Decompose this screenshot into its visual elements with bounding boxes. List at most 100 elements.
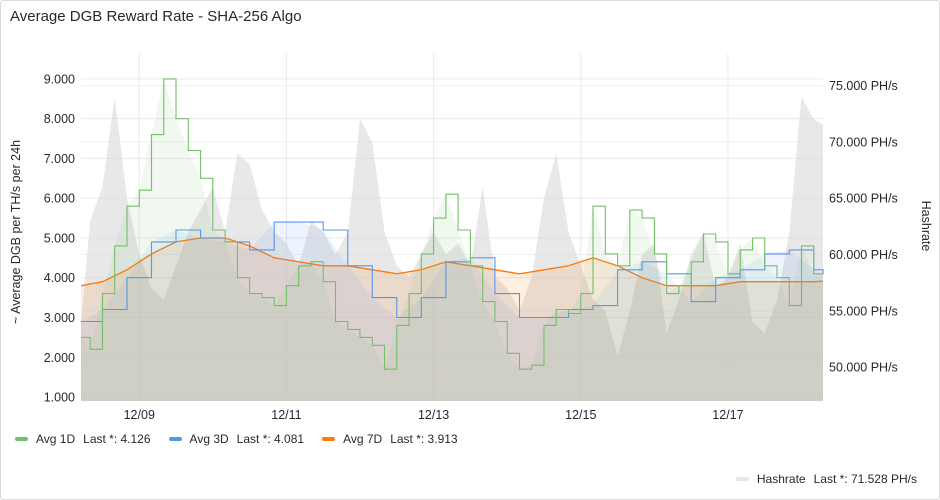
series-avg-1d-area — [81, 78, 823, 402]
point-avg-7d-23 — [641, 276, 644, 279]
point-hashrate-58 — [788, 231, 791, 234]
point-avg-1d-20 — [322, 280, 325, 283]
point-avg-7d-24 — [665, 284, 668, 287]
point-avg-1d-54 — [739, 248, 742, 251]
y2-tick-label-0: 50.000 PH/s — [829, 361, 898, 375]
point-avg-1d-0 — [80, 336, 83, 339]
point-hashrate-51 — [702, 231, 705, 234]
x-tick-label-3: 12/15 — [565, 408, 596, 422]
point-hashrate-59 — [800, 95, 803, 98]
point-avg-7d-19 — [543, 268, 546, 271]
point-avg-3d-3 — [150, 240, 153, 243]
point-hashrate-48 — [665, 332, 668, 335]
legend-item-avg-3d[interactable]: Avg 3D Last *: 4.081 — [168, 432, 304, 446]
point-avg-1d-8 — [175, 117, 178, 120]
point-avg-1d-33 — [481, 300, 484, 303]
point-hashrate-29 — [432, 231, 435, 234]
point-avg-1d-43 — [604, 252, 607, 255]
point-hashrate-4 — [126, 197, 129, 200]
legend-item-avg-1d[interactable]: Avg 1D Last *: 4.126 — [15, 432, 151, 446]
point-avg-3d-2 — [126, 276, 129, 279]
point-avg-1d-17 — [285, 284, 288, 287]
point-avg-1d-11 — [211, 229, 214, 232]
legend-last-avg-1d: Last *: 4.126 — [83, 432, 151, 446]
point-avg-3d-21 — [592, 304, 595, 307]
point-hashrate-36 — [518, 309, 521, 312]
legend: Avg 1D Last *: 4.126 Avg 3D Last *: 4.08… — [15, 432, 458, 446]
point-avg-3d-13 — [395, 316, 398, 319]
point-avg-3d-17 — [493, 292, 496, 295]
point-hashrate-43 — [604, 309, 607, 312]
legend-swatch-avg-1d — [15, 437, 28, 441]
point-hashrate-46 — [641, 253, 644, 256]
point-avg-1d-39 — [555, 308, 558, 311]
point-avg-7d-3 — [150, 252, 153, 255]
point-avg-3d-14 — [420, 296, 423, 299]
point-hashrate-31 — [457, 242, 460, 245]
legend-last-avg-7d: Last *: 3.913 — [390, 432, 458, 446]
point-avg-7d-15 — [444, 260, 447, 263]
y2-tick-label-3: 65.000 PH/s — [829, 192, 898, 206]
point-hashrate-27 — [408, 276, 411, 279]
point-avg-3d-16 — [469, 256, 472, 259]
x-tick-label-2: 12/13 — [418, 408, 449, 422]
point-hashrate-23 — [359, 118, 362, 121]
y-tick-label-5: 6.000 — [44, 192, 75, 206]
point-hashrate-42 — [592, 298, 595, 301]
point-avg-1d-1 — [89, 348, 92, 351]
y2-tick-label-1: 55.000 PH/s — [829, 304, 898, 318]
point-avg-7d-1 — [101, 280, 104, 283]
point-hashrate-8 — [175, 264, 178, 267]
y-tick-label-2: 3.000 — [44, 311, 75, 325]
point-avg-7d-30 — [812, 280, 815, 283]
point-avg-1d-29 — [432, 217, 435, 220]
point-avg-1d-4 — [126, 205, 129, 208]
point-avg-3d-7 — [248, 248, 251, 251]
point-avg-3d-18 — [518, 316, 521, 319]
point-hashrate-2 — [101, 185, 104, 188]
point-avg-3d-28 — [763, 252, 766, 255]
point-avg-3d-26 — [714, 276, 717, 279]
point-avg-1d-38 — [543, 324, 546, 327]
point-hashrate-55 — [751, 321, 754, 324]
point-avg-7d-12 — [371, 268, 374, 271]
point-avg-1d-21 — [334, 320, 337, 323]
point-avg-3d-25 — [690, 300, 693, 303]
point-avg-7d-27 — [739, 280, 742, 283]
point-hashrate-0 — [80, 321, 83, 324]
point-avg-7d-0 — [80, 284, 83, 287]
point-hashrate-5 — [138, 253, 141, 256]
series-hashrate-area — [81, 96, 823, 402]
point-hashrate-30 — [444, 253, 447, 256]
point-avg-3d-22 — [616, 268, 619, 271]
point-avg-1d-30 — [444, 193, 447, 196]
point-avg-1d-48 — [665, 292, 668, 295]
y-tick-label-0: 1.000 — [44, 391, 75, 405]
point-hashrate-3 — [113, 95, 116, 98]
point-hashrate-9 — [187, 231, 190, 234]
point-avg-7d-18 — [518, 272, 521, 275]
point-avg-1d-42 — [592, 205, 595, 208]
point-avg-1d-35 — [506, 352, 509, 355]
point-avg-1d-16 — [273, 304, 276, 307]
point-avg-1d-6 — [150, 133, 153, 136]
point-avg-7d-13 — [395, 272, 398, 275]
legend-item-hashrate[interactable]: Hashrate Last *: 71.528 PH/s — [735, 472, 917, 486]
point-avg-7d-5 — [199, 237, 202, 240]
point-hashrate-1 — [89, 219, 92, 222]
point-avg-3d-6 — [224, 240, 227, 243]
point-hashrate-21 — [334, 253, 337, 256]
point-hashrate-12 — [224, 231, 227, 234]
point-avg-1d-47 — [653, 252, 656, 255]
point-avg-1d-45 — [628, 209, 631, 212]
point-avg-7d-20 — [567, 264, 570, 267]
x-tick-label-1: 12/11 — [271, 408, 301, 422]
y2-axis-title: Hashrate — [919, 201, 933, 252]
legend-item-avg-7d[interactable]: Avg 7D Last *: 3.913 — [322, 432, 458, 446]
legend-label-avg-1d: Avg 1D — [36, 432, 76, 446]
legend-swatch-hashrate — [735, 477, 749, 481]
point-avg-1d-37 — [530, 364, 533, 367]
point-avg-7d-28 — [763, 280, 766, 283]
point-hashrate-52 — [714, 287, 717, 290]
point-hashrate-19 — [310, 219, 313, 222]
